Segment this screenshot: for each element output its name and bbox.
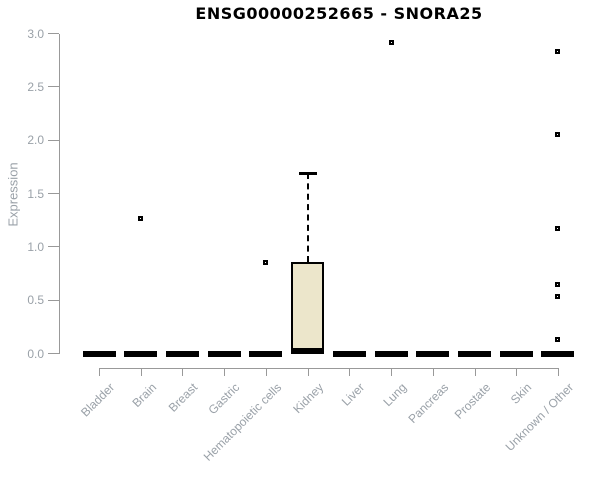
x-tick (516, 368, 518, 376)
outlier-point (263, 260, 269, 266)
x-tick (99, 368, 100, 376)
y-tick-label: 3.0 (27, 26, 44, 41)
x-tick (432, 368, 434, 376)
whisker-line (306, 173, 309, 262)
box-median-line (291, 348, 325, 355)
outlier-point (555, 281, 561, 287)
box-median-line (124, 350, 158, 357)
x-tick (349, 368, 351, 376)
outlier-point (388, 39, 394, 45)
y-tick (48, 139, 59, 141)
outlier-point (138, 215, 144, 221)
y-tick (48, 193, 59, 194)
box-median-line (374, 350, 408, 357)
box-median-line (82, 350, 116, 357)
y-tick-label: 1.0 (27, 239, 44, 254)
chart-title: ENSG00000252665 - SNORA25 (195, 4, 483, 23)
x-tick (182, 368, 184, 376)
box-median-line (499, 350, 533, 357)
y-tick-label: 0.0 (27, 346, 44, 361)
y-tick (48, 33, 59, 34)
box-median-line (332, 350, 366, 357)
y-tick-label: 0.5 (27, 293, 44, 308)
x-tick (474, 368, 476, 376)
outlier-point (555, 132, 561, 138)
x-tick-label: Unknown / Other (502, 380, 577, 454)
x-axis-line (99, 368, 559, 369)
x-tick (140, 368, 142, 376)
x-tick (557, 368, 559, 376)
outlier-point (555, 294, 561, 300)
y-tick (48, 299, 59, 301)
x-tick (265, 368, 267, 376)
whisker-cap (298, 171, 317, 175)
x-tick (391, 368, 393, 376)
box-median-line (207, 350, 241, 357)
outlier-point (555, 49, 561, 55)
y-tick (48, 246, 59, 248)
y-tick (48, 353, 59, 354)
y-tick-label: 1.5 (27, 186, 44, 201)
y-tick-label: 2.0 (27, 133, 44, 148)
outlier-point (555, 226, 561, 232)
x-tick (224, 368, 226, 376)
box-median-line (416, 350, 450, 357)
box-median-line (541, 350, 575, 357)
box-median-line (458, 350, 492, 357)
x-tick (307, 368, 309, 376)
box-median-line (249, 350, 283, 357)
y-tick (48, 86, 59, 88)
y-tick-label: 2.5 (27, 79, 44, 94)
box (291, 261, 325, 354)
y-axis-line (59, 33, 60, 354)
box-median-line (165, 350, 199, 357)
outlier-point (555, 337, 561, 343)
